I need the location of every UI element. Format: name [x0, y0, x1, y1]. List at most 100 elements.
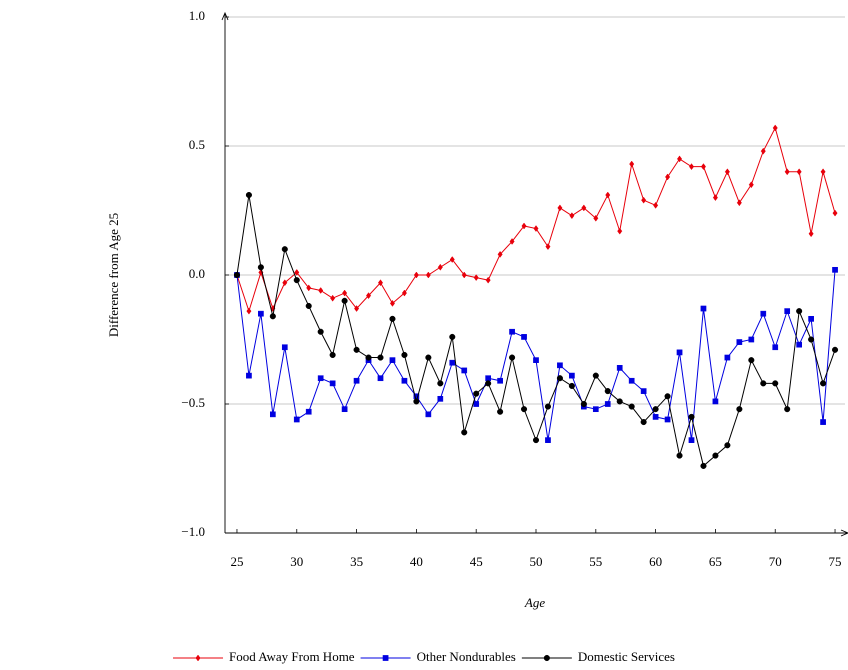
- marker: [700, 163, 706, 171]
- marker: [604, 401, 611, 407]
- marker: [580, 400, 587, 408]
- marker: [401, 377, 408, 384]
- marker: [401, 289, 407, 297]
- marker: [544, 403, 552, 410]
- marker: [700, 305, 707, 312]
- marker: [366, 292, 372, 300]
- legend-item: Other Nondurables: [360, 649, 516, 664]
- series: [233, 191, 839, 469]
- marker: [808, 230, 814, 238]
- marker: [677, 155, 683, 163]
- marker: [712, 398, 719, 405]
- marker: [509, 354, 516, 361]
- marker: [413, 398, 420, 405]
- marker: [353, 377, 360, 384]
- marker: [640, 388, 647, 394]
- marker: [246, 372, 252, 379]
- x-tick-label: 30: [290, 554, 303, 569]
- marker: [425, 411, 432, 418]
- marker: [605, 191, 611, 199]
- marker: [389, 357, 396, 363]
- y-axis-label: Difference from Age 25: [106, 213, 121, 337]
- marker: [382, 655, 389, 661]
- marker: [772, 124, 778, 132]
- marker: [820, 419, 826, 425]
- marker: [593, 214, 599, 222]
- marker: [305, 302, 312, 310]
- x-tick-label: 55: [589, 554, 602, 569]
- marker: [497, 408, 504, 415]
- marker: [712, 194, 718, 202]
- marker: [377, 354, 384, 361]
- marker: [257, 264, 264, 271]
- marker: [485, 375, 492, 382]
- marker: [195, 654, 201, 662]
- legend-label: Food Away From Home: [229, 649, 355, 664]
- marker: [820, 168, 826, 176]
- marker: [449, 256, 455, 263]
- marker: [760, 310, 767, 317]
- marker: [808, 336, 815, 343]
- marker: [269, 411, 276, 418]
- marker: [294, 268, 300, 276]
- line: [236, 269, 836, 441]
- x-tick-label: 70: [769, 554, 782, 569]
- marker: [509, 328, 515, 335]
- marker: [342, 289, 348, 297]
- line: [236, 194, 836, 467]
- series: [234, 124, 838, 315]
- marker: [616, 398, 623, 405]
- marker: [485, 276, 491, 284]
- marker: [437, 263, 443, 271]
- marker: [784, 168, 790, 176]
- marker: [532, 437, 540, 444]
- marker: [628, 403, 635, 410]
- x-axis-label: Age: [524, 595, 545, 610]
- marker: [330, 294, 336, 302]
- x-tick-label: 35: [350, 554, 363, 569]
- marker: [592, 372, 599, 379]
- y-tick-label: 0.5: [189, 137, 205, 152]
- marker: [425, 271, 431, 279]
- marker: [736, 199, 742, 207]
- y-tick-label: −0.5: [181, 395, 205, 410]
- legend-label: Other Nondurables: [417, 649, 516, 664]
- marker: [616, 365, 623, 371]
- marker: [354, 305, 360, 312]
- marker: [389, 299, 395, 307]
- marker: [389, 315, 396, 322]
- marker: [581, 204, 587, 212]
- x-tick-label: 45: [470, 554, 483, 569]
- marker: [748, 357, 755, 364]
- marker: [329, 351, 336, 359]
- marker: [533, 225, 539, 232]
- marker: [485, 380, 492, 387]
- marker: [329, 380, 336, 387]
- legend-label: Domestic Services: [578, 649, 675, 664]
- marker: [269, 313, 276, 320]
- marker: [832, 209, 838, 217]
- marker: [629, 160, 635, 168]
- marker: [401, 351, 408, 359]
- legend: Food Away From Home Other Nondurables Dome…: [173, 649, 675, 664]
- marker: [521, 222, 527, 230]
- marker: [569, 212, 575, 220]
- marker: [760, 147, 766, 155]
- marker: [772, 344, 779, 351]
- marker: [568, 382, 575, 389]
- marker: [509, 238, 515, 245]
- marker: [533, 357, 539, 363]
- marker: [497, 377, 503, 384]
- marker: [497, 250, 503, 258]
- marker: [318, 287, 324, 294]
- marker: [245, 191, 252, 199]
- y-tick-label: 1.0: [189, 8, 205, 23]
- marker: [437, 395, 444, 402]
- marker: [305, 408, 312, 415]
- marker: [437, 380, 444, 387]
- x-axis-arrow: [840, 529, 848, 537]
- marker: [281, 344, 288, 351]
- x-tick-label: 50: [530, 554, 543, 569]
- marker: [664, 393, 671, 400]
- marker: [688, 413, 695, 420]
